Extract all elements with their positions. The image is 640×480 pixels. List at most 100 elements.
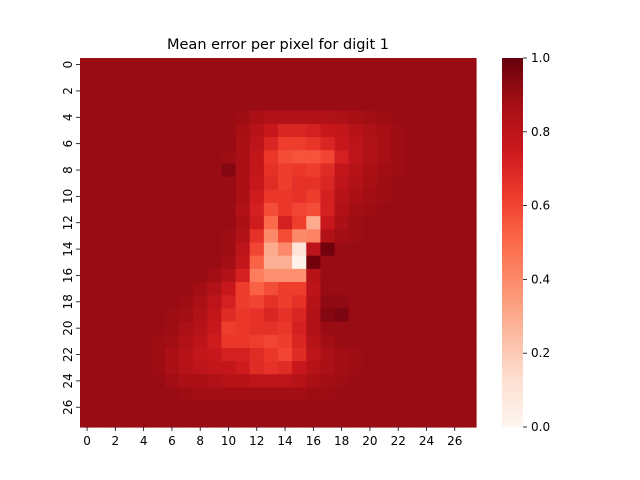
heatmap-cell [433, 400, 449, 415]
heatmap-cell [179, 229, 194, 244]
heatmap-cell [334, 97, 350, 112]
heatmap-cell [320, 71, 336, 85]
heatmap-cell [221, 84, 237, 99]
heatmap-cell [433, 71, 449, 85]
heatmap-cell [447, 163, 463, 178]
heatmap-cell [405, 361, 421, 375]
x-tick-label: 20 [362, 434, 377, 448]
heatmap-cell [320, 229, 336, 244]
heatmap-cell [320, 216, 336, 230]
heatmap-cell [419, 202, 435, 217]
heatmap-cell [164, 308, 180, 323]
heatmap-cell [193, 71, 208, 85]
heatmap-cell [447, 189, 463, 204]
heatmap-cell [150, 387, 166, 402]
heatmap-cell [334, 123, 350, 138]
heatmap-cell [419, 295, 435, 309]
heatmap-cell [221, 242, 237, 257]
heatmap-cell [306, 71, 322, 85]
heatmap-cell [306, 347, 322, 362]
heatmap-cell [433, 387, 449, 402]
heatmap-cell [150, 400, 166, 415]
heatmap-cell [122, 58, 138, 72]
heatmap-cell [433, 137, 449, 151]
heatmap-cell [306, 268, 322, 283]
heatmap-cell [207, 84, 223, 99]
heatmap-cell [292, 255, 307, 270]
heatmap-cell [320, 137, 336, 151]
heatmap-cell [164, 163, 180, 178]
heatmap-cell [461, 242, 477, 257]
heatmap-cell [122, 295, 138, 309]
heatmap-cell [391, 374, 406, 389]
y-tick-label: 12 [61, 215, 75, 230]
heatmap-cell [136, 282, 152, 296]
heatmap-cell [221, 374, 237, 389]
heatmap-cell [278, 202, 293, 217]
heatmap-cell [405, 84, 421, 99]
heatmap-cell [235, 255, 251, 270]
x-tick-label: 18 [334, 434, 349, 448]
heatmap-cell [249, 334, 265, 349]
heatmap-cell [348, 58, 364, 72]
heatmap-cell [348, 387, 364, 402]
heatmap-cell [263, 308, 279, 323]
heatmap-cell [433, 374, 449, 389]
heatmap-cell [193, 123, 208, 138]
heatmap-cell [136, 189, 152, 204]
heatmap-cell [405, 216, 421, 230]
heatmap-cell [164, 400, 180, 415]
heatmap-cell [306, 123, 322, 138]
heatmap-cell [94, 71, 109, 85]
heatmap-cell [94, 268, 109, 283]
heatmap-cell [221, 268, 237, 283]
heatmap-cell [136, 137, 152, 151]
heatmap-cell [362, 400, 378, 415]
heatmap-cell [179, 268, 194, 283]
heatmap-cell [391, 189, 406, 204]
heatmap-cell [235, 110, 251, 125]
heatmap-cell [164, 387, 180, 402]
heatmap-cell [278, 413, 293, 428]
heatmap-cell [263, 176, 279, 191]
heatmap-cell [193, 295, 208, 309]
heatmap-cell [306, 242, 322, 257]
heatmap-cell [292, 374, 307, 389]
heatmap-cell [292, 84, 307, 99]
heatmap-cell [136, 176, 152, 191]
heatmap-cell [179, 163, 194, 178]
heatmap-cell [461, 84, 477, 99]
heatmap-cell [221, 229, 237, 244]
heatmap-cell [391, 84, 406, 99]
y-tick-label: 6 [61, 140, 75, 148]
heatmap-cell [263, 268, 279, 283]
heatmap-cell [235, 387, 251, 402]
heatmap-cell [249, 413, 265, 428]
heatmap-cell [419, 347, 435, 362]
heatmap-cell [179, 413, 194, 428]
heatmap-cell [362, 308, 378, 323]
heatmap-cell [447, 321, 463, 336]
heatmap-cell [391, 176, 406, 191]
heatmap-cell [306, 255, 322, 270]
heatmap-cell [193, 229, 208, 244]
heatmap-cell [193, 97, 208, 112]
heatmap-cell [292, 216, 307, 230]
heatmap-cell [334, 84, 350, 99]
heatmap-cell [249, 361, 265, 375]
heatmap-cell [278, 374, 293, 389]
heatmap-cell [292, 295, 307, 309]
heatmap-cell [80, 308, 95, 323]
heatmap-cell [348, 242, 364, 257]
heatmap-cell [249, 97, 265, 112]
heatmap-cell [108, 361, 124, 375]
heatmap-cell [235, 137, 251, 151]
heatmap-cell [235, 123, 251, 138]
heatmap-cell [207, 110, 223, 125]
heatmap-cell [391, 255, 406, 270]
heatmap-cell [405, 282, 421, 296]
heatmap-cell [334, 242, 350, 257]
heatmap-cell [207, 163, 223, 178]
heatmap-cell [320, 97, 336, 112]
heatmap-cell [377, 189, 392, 204]
